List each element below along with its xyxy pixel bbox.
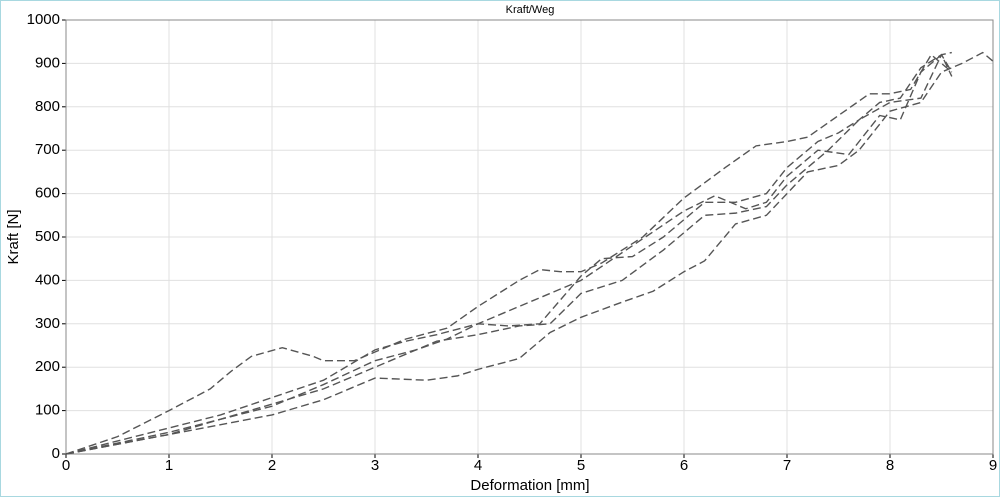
y-tick-label: 200 bbox=[35, 358, 60, 375]
x-tick-label: 4 bbox=[474, 457, 482, 474]
plot-border bbox=[65, 19, 994, 455]
y-tick-label: 300 bbox=[35, 315, 60, 332]
y-tick-label: 100 bbox=[35, 402, 60, 419]
x-tick-label: 2 bbox=[268, 457, 276, 474]
x-tick-label: 0 bbox=[62, 457, 70, 474]
series-line bbox=[65, 51, 994, 455]
chart-title: Kraft/Weg bbox=[506, 4, 555, 16]
y-tick-label: 0 bbox=[52, 445, 60, 462]
x-tick-label: 5 bbox=[577, 457, 585, 474]
y-tick-label: 400 bbox=[35, 271, 60, 288]
y-tick-label: 700 bbox=[35, 141, 60, 158]
x-axis-label: Deformation [mm] bbox=[470, 477, 589, 494]
y-tick-label: 800 bbox=[35, 98, 60, 115]
series-line bbox=[65, 53, 953, 455]
y-tick-label: 500 bbox=[35, 228, 60, 245]
x-tick-label: 6 bbox=[680, 457, 688, 474]
y-tick-label: 900 bbox=[35, 54, 60, 71]
x-tick-label: 1 bbox=[165, 457, 173, 474]
x-tick-label: 7 bbox=[783, 457, 791, 474]
y-tick-label: 1000 bbox=[27, 11, 60, 28]
x-tick-label: 9 bbox=[989, 457, 997, 474]
x-tick-label: 3 bbox=[371, 457, 379, 474]
series-line bbox=[65, 53, 953, 455]
series-line bbox=[65, 53, 953, 455]
y-axis-label: Kraft [N] bbox=[5, 209, 22, 264]
x-tick-label: 8 bbox=[886, 457, 894, 474]
y-tick-label: 600 bbox=[35, 185, 60, 202]
series-line bbox=[65, 51, 952, 455]
